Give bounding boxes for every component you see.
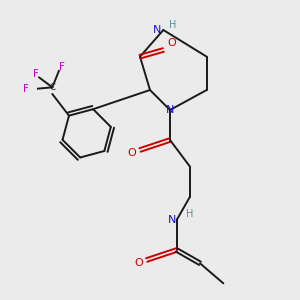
Text: F: F [23,84,28,94]
Text: N: N [167,215,176,225]
Text: N: N [166,105,174,115]
Text: H: H [169,20,176,30]
Text: N: N [153,25,161,35]
Text: H: H [186,209,193,219]
Text: O: O [167,38,176,48]
Text: O: O [127,148,136,158]
Text: C: C [50,83,55,92]
Text: F: F [59,62,65,72]
Text: F: F [33,69,39,79]
Text: O: O [134,258,143,268]
